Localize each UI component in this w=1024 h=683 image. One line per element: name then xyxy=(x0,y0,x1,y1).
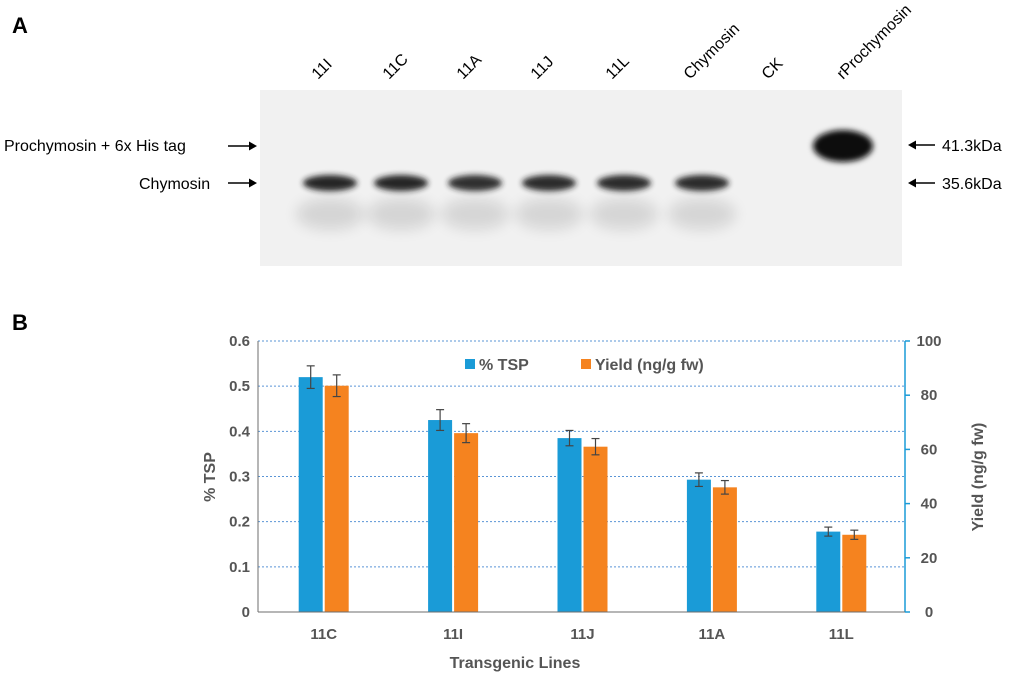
x-tick-label: 11A xyxy=(699,626,726,643)
left-tick-label: 0.6 xyxy=(229,333,250,350)
error-bar xyxy=(436,409,445,432)
panel-b-letter: B xyxy=(12,310,28,335)
error-bar xyxy=(591,437,600,456)
blot-band-chymosin xyxy=(675,175,729,191)
blot-band-chymosin xyxy=(522,175,576,191)
blot-band-chymosin xyxy=(448,175,502,191)
left-marker-prochymosin-label: Prochymosin + 6x His tag xyxy=(4,138,186,155)
left-axis-title: % TSP xyxy=(202,452,219,502)
left-tick-label: 0.4 xyxy=(229,423,251,440)
right-marker-35kda-label: 35.6kDa xyxy=(942,176,1002,193)
error-bar xyxy=(720,479,729,495)
blot-membrane xyxy=(260,90,902,266)
legend-swatch-tsp xyxy=(465,359,475,369)
right-tick-label: 0 xyxy=(925,604,933,621)
left-marker-chymosin-label: Chymosin xyxy=(139,176,210,193)
right-tick-label: 60 xyxy=(921,441,938,458)
bar-tsp xyxy=(557,438,582,612)
lane-label: 11L xyxy=(603,53,633,83)
legend-label-yield: Yield (ng/g fw) xyxy=(595,357,704,374)
x-tick-label: 11J xyxy=(570,626,594,643)
blot-band-chymosin xyxy=(597,175,651,191)
right-tick-label: 40 xyxy=(921,496,938,513)
left-marker-chymosin: Chymosin xyxy=(139,176,257,193)
blot-smear xyxy=(515,198,583,230)
legend-swatch-yield xyxy=(581,359,591,369)
left-marker-prochymosin: Prochymosin + 6x His tag xyxy=(4,138,257,155)
right-tick-label: 80 xyxy=(921,387,938,404)
right-marker-35kda: 35.6kDa xyxy=(908,176,1002,193)
blot-bands xyxy=(296,130,873,230)
x-tick-label: 11C xyxy=(310,626,337,643)
right-tick-label: 20 xyxy=(921,550,938,567)
x-axis-title: Transgenic Lines xyxy=(450,655,581,672)
blot-smear xyxy=(367,198,435,230)
x-tick-label: 11I xyxy=(443,626,463,643)
blot-band-chymosin xyxy=(303,175,357,191)
panel-a-letter: A xyxy=(12,13,28,38)
lane-label: 11I xyxy=(309,56,336,83)
bar-yield xyxy=(583,446,608,612)
blot-band-prochymosin xyxy=(813,130,873,162)
left-tick-label: 0.1 xyxy=(229,559,250,576)
lane-label: Chymosin xyxy=(681,21,743,83)
legend-item-yield: Yield (ng/g fw) xyxy=(581,357,704,374)
lane-label: 11J xyxy=(528,53,557,82)
blot-smear xyxy=(668,198,736,230)
x-tick-label: 11L xyxy=(829,626,854,643)
error-bar xyxy=(565,429,574,447)
axes xyxy=(257,341,906,613)
left-tick-label: 0.5 xyxy=(229,378,250,395)
bars xyxy=(298,377,867,612)
bar-yield xyxy=(712,487,737,612)
bar-yield xyxy=(842,534,867,612)
lane-label: CK xyxy=(759,55,787,83)
error-bar xyxy=(462,423,471,444)
bar-tsp xyxy=(428,420,453,612)
error-bar xyxy=(850,529,859,540)
blot-smear xyxy=(590,198,658,230)
error-bar xyxy=(694,472,703,488)
lane-label: rProchymosin xyxy=(834,2,915,83)
left-tick-label: 0 xyxy=(242,604,250,621)
error-bars xyxy=(306,365,859,540)
legend: % TSP Yield (ng/g fw) xyxy=(465,357,704,374)
left-arrowhead xyxy=(249,141,257,151)
bar-yield xyxy=(454,433,479,612)
left-arrowhead xyxy=(249,178,257,188)
x-axis-ticks: 11C 11I 11J 11A 11L xyxy=(310,626,853,643)
error-bar xyxy=(824,526,833,537)
blot-smear xyxy=(296,198,364,230)
error-bar xyxy=(306,365,315,390)
lane-label: 11C xyxy=(380,51,412,83)
right-axis-ticks: 0 20 40 60 80 100 xyxy=(905,333,942,621)
left-axis-ticks: 0 0.1 0.2 0.3 0.4 0.5 0.6 xyxy=(229,333,251,621)
left-tick-label: 0.2 xyxy=(229,514,250,531)
bar-yield xyxy=(324,385,349,612)
blot-smear xyxy=(441,198,509,230)
lane-label: 11A xyxy=(454,51,486,83)
right-marker-41kda: 41.3kDa xyxy=(908,138,1002,155)
legend-item-tsp: % TSP xyxy=(465,357,529,374)
right-tick-label: 100 xyxy=(916,333,941,350)
right-axis-title: Yield (ng/g fw) xyxy=(970,423,987,532)
bar-tsp xyxy=(686,479,711,612)
bar-tsp xyxy=(298,377,323,612)
left-tick-label: 0.3 xyxy=(229,469,250,486)
error-bar xyxy=(332,374,341,398)
legend-label-tsp: % TSP xyxy=(479,357,529,374)
blot-band-chymosin xyxy=(374,175,428,191)
bar-tsp xyxy=(816,531,841,612)
lane-labels: 11I 11C 11A 11J 11L Chymosin CK rProchymosin xyxy=(309,2,915,83)
right-marker-41kda-label: 41.3kDa xyxy=(942,138,1002,155)
